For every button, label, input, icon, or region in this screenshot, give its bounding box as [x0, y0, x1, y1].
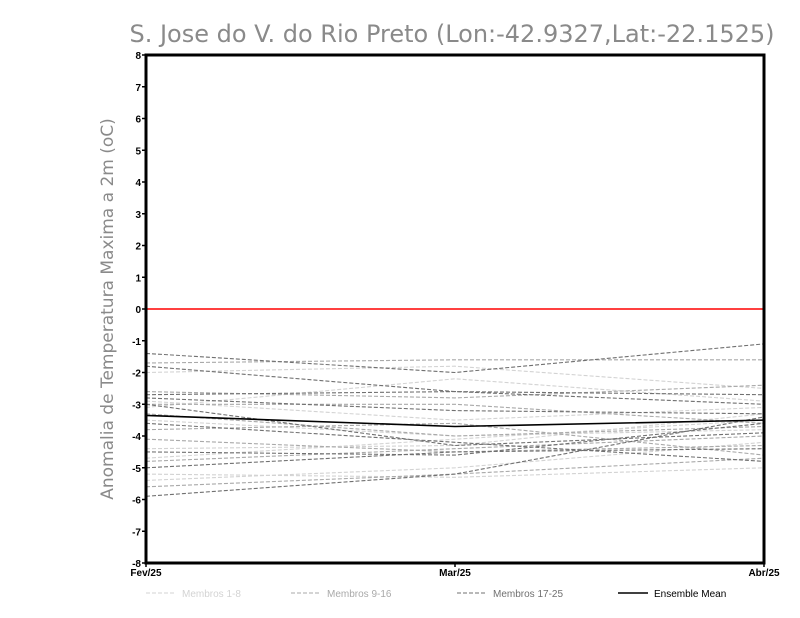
ensemble-mean-line — [145, 414, 765, 428]
y-tick-label: 8 — [135, 51, 141, 62]
y-tick-label: -4 — [132, 432, 141, 443]
member-line — [145, 416, 765, 497]
series-layer — [145, 343, 765, 497]
y-tick-label: 5 — [135, 146, 141, 157]
chart-title: S. Jose do V. do Rio Preto (Lon:-42.9327… — [129, 20, 774, 48]
y-tick-label: -8 — [132, 559, 141, 570]
y-tick-label: -5 — [132, 464, 141, 475]
y-tick-label: 4 — [135, 178, 141, 189]
y-tick-label: 1 — [135, 273, 141, 284]
y-tick-label: -3 — [132, 400, 141, 411]
legend-label: Membros 1-8 — [182, 589, 241, 600]
y-tick-label: -7 — [132, 527, 141, 538]
x-tick-label: Fev/25 — [130, 568, 162, 579]
y-tick-label: -2 — [132, 369, 141, 380]
member-line — [145, 343, 765, 374]
y-tick-label: 3 — [135, 210, 141, 221]
member-line — [145, 403, 765, 447]
member-line — [145, 422, 765, 456]
x-tick-label: Abr/25 — [748, 568, 780, 579]
member-line — [145, 413, 765, 450]
member-line — [145, 365, 765, 389]
member-line — [145, 397, 765, 415]
y-axis: -8 -7 -6 -5 -4 -3 -2 -1 0 1 2 3 4 5 6 7 8 — [132, 51, 146, 570]
member-line — [145, 441, 765, 481]
member-line — [145, 448, 765, 469]
member-line — [145, 391, 765, 396]
x-axis: Fev/25 Mar/25 Abr/25 — [130, 563, 780, 579]
y-tick-label: 7 — [135, 83, 141, 94]
member-line — [145, 413, 765, 437]
member-line — [145, 378, 765, 408]
member-line — [145, 435, 765, 462]
member-line — [145, 422, 765, 456]
y-tick-label: -6 — [132, 496, 141, 507]
member-line — [145, 419, 765, 459]
y-tick-label: 2 — [135, 242, 141, 253]
member-line — [145, 365, 765, 405]
member-line — [145, 467, 765, 478]
legend-label: Membros 9-16 — [327, 589, 392, 600]
legend-label: Membros 17-25 — [493, 589, 563, 600]
y-tick-label: -1 — [132, 337, 141, 348]
legend: Membros 1-8 Membros 9-16 Membros 17-25 Ense… — [146, 589, 726, 600]
legend-label: Ensemble Mean — [654, 589, 726, 600]
member-line — [146, 403, 765, 424]
member-line — [145, 400, 765, 421]
member-line — [145, 422, 765, 462]
y-tick-label: 0 — [135, 305, 141, 316]
x-tick-label: Mar/25 — [439, 568, 471, 579]
y-axis-label: Anomalia de Temperatura Maxima a 2m (oC) — [98, 118, 118, 500]
y-tick-label: 6 — [135, 115, 141, 126]
member-line — [145, 359, 764, 364]
